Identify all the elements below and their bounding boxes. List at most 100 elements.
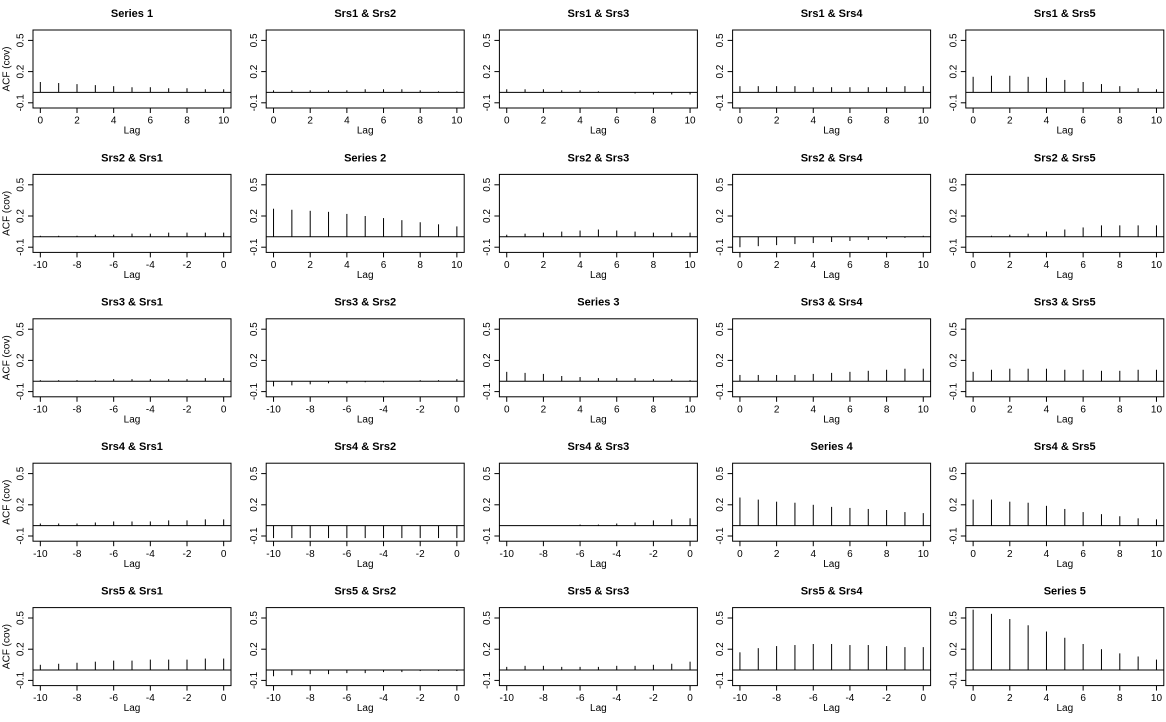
x-tick-label: 6 bbox=[847, 404, 853, 415]
x-tick-label: -8 bbox=[539, 693, 548, 704]
x-tick-label: -4 bbox=[146, 549, 155, 560]
x-tick-label: 8 bbox=[1117, 260, 1123, 271]
x-tick-label: 4 bbox=[577, 116, 583, 127]
y-tick-label: 0.2 bbox=[715, 64, 726, 78]
x-tick-label: -6 bbox=[809, 693, 818, 704]
panel-title: Srs5 & Srs2 bbox=[334, 586, 396, 598]
x-tick-label: 4 bbox=[810, 116, 816, 127]
y-tick-label: 0.2 bbox=[715, 642, 726, 656]
panel-title: Srs5 & Srs4 bbox=[801, 586, 864, 598]
x-tick-label: 0 bbox=[687, 549, 693, 560]
x-tick-label: -4 bbox=[379, 549, 388, 560]
plot-frame bbox=[732, 173, 932, 253]
plot-frame bbox=[32, 607, 232, 687]
y-tick-label: 0.5 bbox=[482, 322, 493, 336]
x-tick-label: 8 bbox=[884, 549, 890, 560]
x-tick-label: 0 bbox=[504, 116, 510, 127]
plot-frame bbox=[32, 173, 232, 253]
plot-frame bbox=[965, 29, 1165, 109]
y-tick-label: 0.5 bbox=[16, 322, 27, 336]
x-tick-label: 4 bbox=[1044, 260, 1050, 271]
x-tick-label: -6 bbox=[109, 260, 118, 271]
x-tick-label: -4 bbox=[845, 693, 854, 704]
y-tick-label: -0.1 bbox=[16, 94, 27, 112]
panel-title: Srs3 & Srs5 bbox=[1034, 297, 1096, 309]
y-tick-label: 0.2 bbox=[249, 497, 260, 511]
y-tick-label: 0.5 bbox=[249, 466, 260, 480]
x-tick-label: -6 bbox=[109, 693, 118, 704]
y-tick-label: -0.1 bbox=[249, 671, 260, 689]
panel-title: Srs1 & Srs4 bbox=[801, 8, 864, 20]
y-tick-label: 0.5 bbox=[948, 611, 959, 625]
x-tick-label: 2 bbox=[307, 260, 313, 271]
y-tick-label: 0.2 bbox=[249, 64, 260, 78]
x-tick-label: -6 bbox=[109, 404, 118, 415]
x-tick-label: 6 bbox=[614, 116, 620, 127]
x-tick-label: 0 bbox=[221, 260, 227, 271]
x-tick-label: 6 bbox=[847, 116, 853, 127]
y-tick-label: -0.1 bbox=[948, 383, 959, 401]
x-tick-label: -10 bbox=[266, 693, 281, 704]
x-tick-label: 4 bbox=[344, 260, 350, 271]
y-tick-label: -0.1 bbox=[715, 671, 726, 689]
x-tick-label: 2 bbox=[774, 260, 780, 271]
plot-frame bbox=[265, 607, 465, 687]
plot-frame bbox=[732, 462, 932, 542]
x-tick-label: -10 bbox=[266, 549, 281, 560]
panel-title: Srs2 & Srs3 bbox=[568, 152, 630, 164]
x-tick-label: 0 bbox=[920, 693, 926, 704]
x-tick-label: -2 bbox=[882, 693, 891, 704]
plot-frame bbox=[32, 29, 232, 109]
y-tick-label: 0.2 bbox=[249, 642, 260, 656]
x-tick-label: -2 bbox=[416, 404, 425, 415]
x-tick-label: 0 bbox=[970, 404, 976, 415]
x-tick-label: 0 bbox=[454, 404, 460, 415]
x-tick-label: 6 bbox=[381, 116, 387, 127]
y-tick-label: 0.2 bbox=[249, 209, 260, 223]
y-tick-label: 0.2 bbox=[482, 209, 493, 223]
x-axis-label: Lag bbox=[357, 414, 374, 425]
y-tick-label: -0.1 bbox=[715, 527, 726, 545]
x-axis-label: Lag bbox=[124, 414, 141, 425]
y-tick-label: 0.5 bbox=[482, 177, 493, 191]
x-tick-label: 8 bbox=[417, 260, 423, 271]
x-tick-label: -10 bbox=[33, 549, 48, 560]
y-tick-label: -0.1 bbox=[16, 383, 27, 401]
x-tick-label: 0 bbox=[970, 116, 976, 127]
plot-frame bbox=[498, 462, 698, 542]
y-tick-label: -0.1 bbox=[16, 527, 27, 545]
plot-frame bbox=[32, 318, 232, 398]
x-tick-label: 10 bbox=[451, 116, 463, 127]
y-tick-label: -0.1 bbox=[948, 238, 959, 256]
y-tick-label: 0.5 bbox=[16, 466, 27, 480]
x-tick-label: 8 bbox=[651, 116, 657, 127]
x-tick-label: 10 bbox=[1151, 116, 1163, 127]
x-tick-label: 4 bbox=[810, 404, 816, 415]
x-tick-label: 10 bbox=[918, 116, 930, 127]
x-tick-label: 10 bbox=[1151, 549, 1163, 560]
x-tick-label: 10 bbox=[1151, 260, 1163, 271]
panel-title: Srs1 & Srs2 bbox=[334, 8, 396, 20]
y-tick-label: 0.2 bbox=[948, 353, 959, 367]
panel-title: Srs2 & Srs4 bbox=[801, 152, 864, 164]
x-tick-label: 2 bbox=[1007, 116, 1013, 127]
x-tick-label: 2 bbox=[1007, 693, 1013, 704]
x-axis-label: Lag bbox=[1056, 270, 1073, 281]
y-tick-label: 0.2 bbox=[948, 642, 959, 656]
x-axis-label: Lag bbox=[124, 270, 141, 281]
panel-title: Srs5 & Srs3 bbox=[568, 586, 630, 598]
x-tick-label: 8 bbox=[651, 260, 657, 271]
x-axis-label: Lag bbox=[357, 270, 374, 281]
y-tick-label: 0.2 bbox=[249, 353, 260, 367]
x-tick-label: -8 bbox=[306, 693, 315, 704]
x-tick-label: -10 bbox=[500, 693, 515, 704]
x-tick-label: 6 bbox=[1080, 404, 1086, 415]
panel-title: Srs4 & Srs5 bbox=[1034, 441, 1096, 453]
panel-title: Series 5 bbox=[1044, 586, 1086, 598]
x-axis-label: Lag bbox=[823, 270, 840, 281]
x-tick-label: 8 bbox=[417, 116, 423, 127]
x-axis-label: Lag bbox=[1056, 703, 1073, 714]
x-tick-label: 0 bbox=[221, 404, 227, 415]
y-tick-label: -0.1 bbox=[249, 527, 260, 545]
x-tick-label: -10 bbox=[733, 693, 748, 704]
